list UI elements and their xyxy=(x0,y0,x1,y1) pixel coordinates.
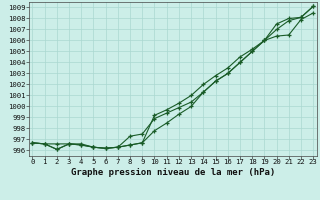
X-axis label: Graphe pression niveau de la mer (hPa): Graphe pression niveau de la mer (hPa) xyxy=(71,168,275,177)
